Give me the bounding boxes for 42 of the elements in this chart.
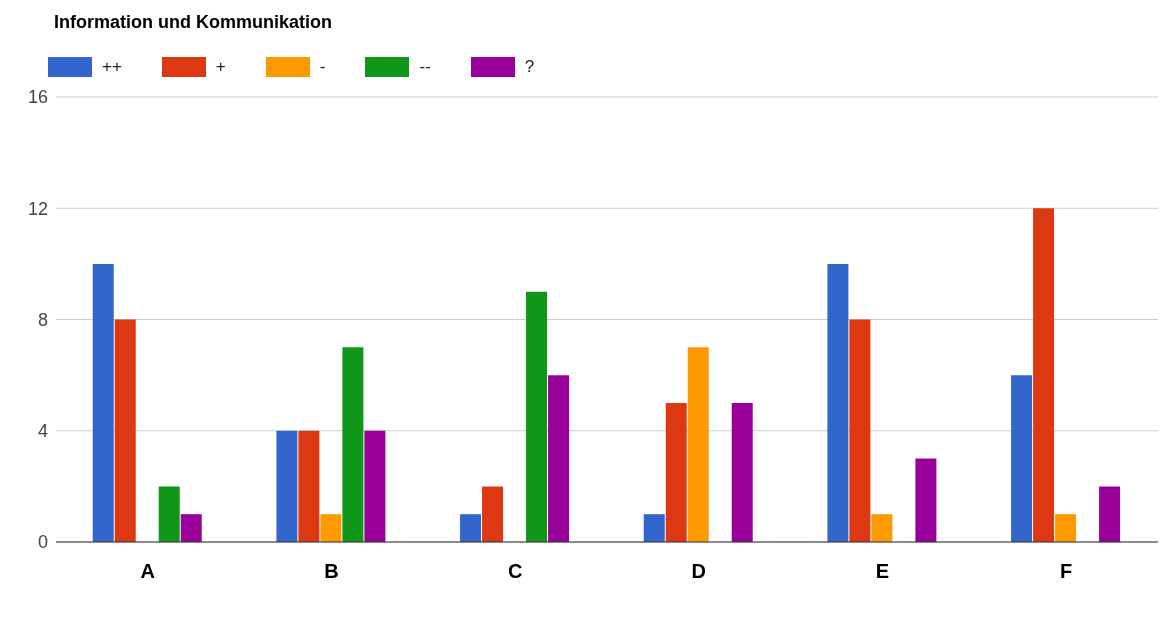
x-tick-label: D [691,560,707,583]
x-tick-label: A [140,560,156,583]
bar [482,486,504,542]
bar [665,402,687,542]
bar [298,430,320,542]
bar [731,402,753,542]
bar [827,263,849,542]
chart-title: Information und Kommunikation [53,11,333,34]
bar [276,430,298,542]
bar [643,514,665,542]
bar [342,347,364,542]
legend-label: - [319,57,326,77]
bar [364,430,386,542]
x-tick-label: B [324,560,339,583]
bar [849,319,871,542]
bar [320,514,342,542]
bar [158,486,180,542]
bar [460,514,482,542]
bar [1011,375,1033,542]
bar [92,263,114,542]
bar [1099,486,1121,542]
legend-label: -- [419,57,431,77]
bar [1033,208,1055,542]
y-tick-label: 12 [27,198,48,219]
bar [915,458,937,542]
legend-label: + [215,57,226,77]
x-tick-label: E [875,560,890,583]
bar [871,514,893,542]
bar [114,319,136,542]
y-tick-label: 8 [37,309,48,330]
bar [1055,514,1077,542]
bar [180,514,202,542]
bar [526,291,548,542]
legend-label: ? [524,57,535,77]
y-tick-label: 4 [37,421,48,442]
legend-label: ++ [102,57,122,77]
bar [687,347,709,542]
x-tick-label: C [507,560,523,583]
y-tick-label: 0 [37,532,48,553]
bar [548,375,570,542]
x-tick-label: F [1060,560,1073,583]
y-tick-label: 16 [27,87,48,108]
